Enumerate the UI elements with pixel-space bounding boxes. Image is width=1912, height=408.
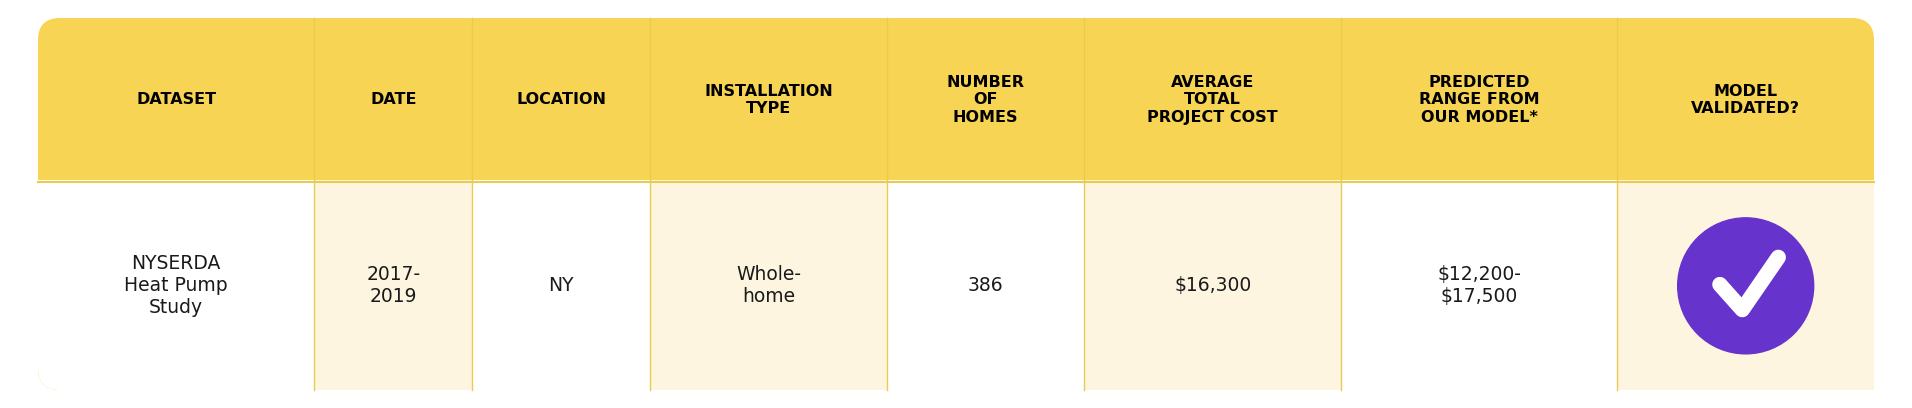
Text: PREDICTED
RANGE FROM
OUR MODEL*: PREDICTED RANGE FROM OUR MODEL*: [1419, 75, 1539, 125]
Text: AVERAGE
TOTAL
PROJECT COST: AVERAGE TOTAL PROJECT COST: [1147, 75, 1277, 125]
FancyBboxPatch shape: [38, 18, 1874, 390]
Text: Whole-
home: Whole- home: [736, 265, 801, 306]
Bar: [314, 182, 472, 390]
Text: NYSERDA
Heat Pump
Study: NYSERDA Heat Pump Study: [124, 254, 228, 317]
Text: DATE: DATE: [371, 92, 417, 107]
Text: MODEL
VALIDATED?: MODEL VALIDATED?: [1692, 84, 1801, 116]
Text: INSTALLATION
TYPE: INSTALLATION TYPE: [704, 84, 834, 116]
Bar: [1618, 180, 1874, 206]
Bar: [38, 180, 1874, 206]
Text: NY: NY: [549, 276, 574, 295]
Bar: [1084, 180, 1340, 206]
Text: DATASET: DATASET: [136, 92, 216, 107]
FancyBboxPatch shape: [38, 182, 1874, 390]
Text: NUMBER
OF
HOMES: NUMBER OF HOMES: [946, 75, 1025, 125]
Bar: [650, 180, 887, 206]
Text: LOCATION: LOCATION: [516, 92, 606, 107]
Text: 2017-
2019: 2017- 2019: [367, 265, 421, 306]
Bar: [1084, 182, 1340, 390]
Text: $12,200-
$17,500: $12,200- $17,500: [1438, 265, 1522, 306]
Bar: [314, 180, 472, 206]
Bar: [650, 182, 887, 390]
Circle shape: [1677, 218, 1814, 354]
Bar: [1618, 182, 1874, 390]
Text: $16,300: $16,300: [1174, 276, 1250, 295]
Text: 386: 386: [967, 276, 1004, 295]
